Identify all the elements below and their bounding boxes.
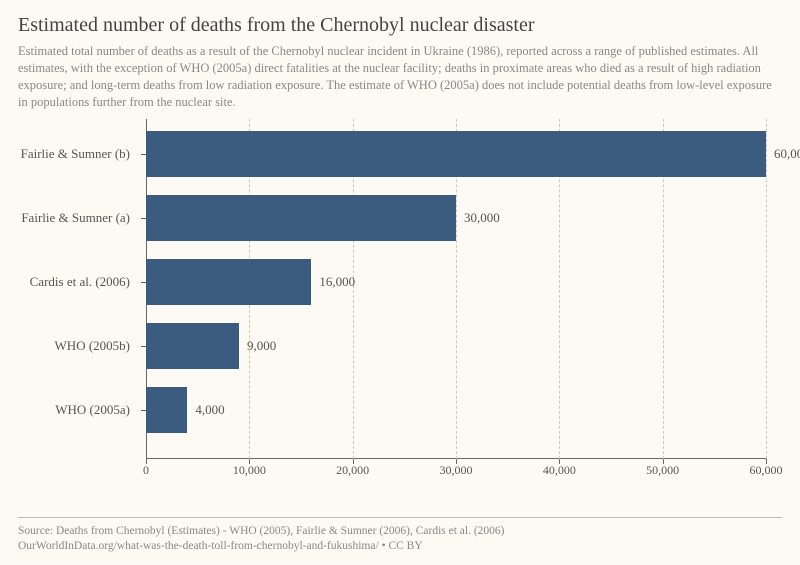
y-category-label: WHO (2005b) <box>18 323 138 369</box>
y-category-label: Fairlie & Sumner (b) <box>18 131 138 177</box>
x-tick-label: 20,000 <box>336 463 369 478</box>
chart-area: 010,00020,00030,00040,00050,00060,00060,… <box>18 119 782 487</box>
bar-value-label: 30,000 <box>456 195 500 241</box>
x-tick-label: 30,000 <box>440 463 473 478</box>
link-line: OurWorldInData.org/what-was-the-death-to… <box>18 539 782 555</box>
chart-title: Estimated number of deaths from the Cher… <box>18 14 782 37</box>
bar-value-label: 4,000 <box>187 387 224 433</box>
bar <box>146 259 311 305</box>
x-tick-label: 50,000 <box>646 463 679 478</box>
bar <box>146 131 766 177</box>
license: CC BY <box>388 540 422 552</box>
x-tick-label: 10,000 <box>233 463 266 478</box>
x-tick-label: 40,000 <box>543 463 576 478</box>
x-tick-label: 0 <box>143 463 149 478</box>
bar-value-label: 60,000 <box>766 131 800 177</box>
y-category-label: Fairlie & Sumner (a) <box>18 195 138 241</box>
bar-value-label: 16,000 <box>311 259 355 305</box>
bar <box>146 195 456 241</box>
bar-value-label: 9,000 <box>239 323 276 369</box>
chart-subtitle: Estimated total number of deaths as a re… <box>18 43 782 111</box>
y-category-label: Cardis et al. (2006) <box>18 259 138 305</box>
source-link: OurWorldInData.org/what-was-the-death-to… <box>18 540 379 552</box>
y-category-label: WHO (2005a) <box>18 387 138 433</box>
bar <box>146 323 239 369</box>
x-tick-label: 60,000 <box>750 463 783 478</box>
chart-footer: Source: Deaths from Chernobyl (Estimates… <box>18 517 782 555</box>
source-line: Source: Deaths from Chernobyl (Estimates… <box>18 524 782 540</box>
bar <box>146 387 187 433</box>
plot-region: 010,00020,00030,00040,00050,00060,00060,… <box>146 119 766 459</box>
